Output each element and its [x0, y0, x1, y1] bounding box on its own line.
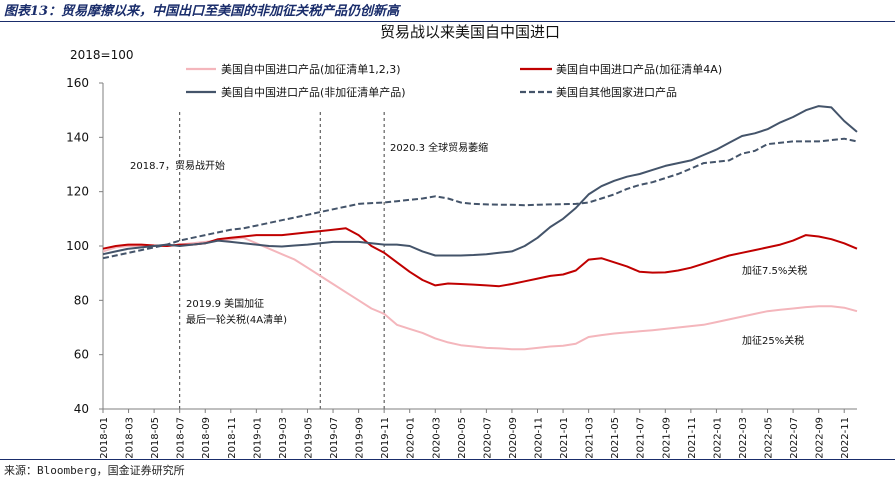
legend-entry-series-2: 美国自中国进口产品(加征清单4A): [556, 62, 722, 76]
x-tick-label: 2019-11: [380, 417, 391, 459]
unit-label: 2018=100: [70, 48, 134, 62]
series-line-2: [102, 227, 858, 288]
x-tick-label: 2020-11: [534, 417, 545, 459]
x-tick-label: 2019-03: [278, 417, 289, 459]
x-tick-label: 2020-07: [482, 417, 493, 459]
annotation-4a-tariff-line2: 最后一轮关税(4A清单): [186, 313, 287, 326]
y-tick-label: 120: [66, 185, 89, 199]
y-axis: 40 60 80 100 120 140 160: [66, 76, 104, 416]
x-tick-label: 2021-07: [636, 417, 647, 459]
x-tick-label: 2021-03: [585, 417, 596, 459]
x-tick-label: 2022-03: [738, 417, 749, 459]
chart-title: 贸易战以来美国自中国进口: [380, 23, 560, 41]
x-tick-label: 2022-05: [764, 417, 775, 459]
legend-entry-series-4: 美国自其他国家进口产品: [556, 85, 677, 99]
annotation-4a-tariff-line1: 2019.9 美国加征: [186, 297, 264, 310]
y-tick-label: 160: [66, 76, 89, 90]
legend: 美国自中国进口产品(加征清单1,2,3) 美国自中国进口产品(加征清单4A) 美…: [186, 62, 722, 99]
figure-caption: 图表13：贸易摩擦以来，中国出口至美国的非加征关税产品仍创新高: [4, 4, 400, 19]
source-note: 来源：Bloomberg，国金证券研究所: [4, 464, 185, 477]
x-tick-label: 2020-05: [457, 417, 468, 459]
header-rule: [0, 21, 895, 22]
x-tick-label: 2022-09: [815, 417, 826, 459]
x-tick-label: 2021-05: [610, 417, 621, 459]
x-tick-label: 2018-11: [227, 417, 238, 459]
x-tick-label: 2019-09: [355, 417, 366, 459]
annotation-tariff-25: 加征25%关税: [742, 334, 804, 347]
y-tick-label: 40: [74, 402, 89, 416]
x-tick-label: 2019-07: [329, 417, 340, 459]
annotation-trade-war-start: 2018.7，贸易战开始: [130, 159, 225, 172]
x-tick-label: 2019-05: [303, 417, 314, 459]
x-tick-label: 2018-07: [176, 417, 187, 459]
event-lines: [179, 112, 385, 409]
series-lines: [102, 105, 858, 351]
annotation-tariff-7-5: 加征7.5%关税: [742, 264, 807, 277]
annotation-global-trade-shrink: 2020.3 全球贸易萎缩: [390, 141, 488, 154]
y-tick-label: 100: [66, 239, 89, 253]
x-tick-label: 2020-03: [431, 417, 442, 459]
x-tick-label: 2020-01: [406, 417, 417, 459]
x-tick-label: 2018-09: [201, 417, 212, 459]
series-line-3: [102, 105, 858, 257]
x-tick-label: 2018-03: [125, 417, 136, 459]
y-tick-label: 80: [74, 293, 89, 307]
x-tick-label: 2022-01: [712, 417, 723, 459]
series-line-1: [102, 236, 858, 351]
x-tick-label: 2019-01: [252, 417, 263, 459]
x-tick-label: 2020-09: [508, 417, 519, 459]
series-line-4: [102, 137, 858, 260]
y-tick-label: 60: [74, 348, 89, 362]
x-tick-label: 2021-01: [559, 417, 570, 459]
x-tick-label: 2021-11: [687, 417, 698, 459]
x-tick-label: 2022-07: [789, 417, 800, 459]
x-axis: 2018-01 2018-03 2018-05 2018-07 2018-09 2018-…: [99, 408, 857, 459]
x-tick-label: 2018-01: [99, 417, 110, 459]
y-tick-label: 140: [66, 130, 89, 144]
x-tick-label: 2022-11: [840, 417, 851, 459]
x-tick-label: 2018-05: [150, 417, 161, 459]
annotations: 2018.7，贸易战开始 2019.9 美国加征 最后一轮关税(4A清单) 20…: [130, 141, 807, 347]
x-tick-label: 2021-09: [661, 417, 672, 459]
legend-entry-series-3: 美国自中国进口产品(非加征清单产品): [221, 85, 406, 99]
footer-rule: [0, 459, 895, 460]
legend-entry-series-1: 美国自中国进口产品(加征清单1,2,3): [221, 62, 401, 76]
